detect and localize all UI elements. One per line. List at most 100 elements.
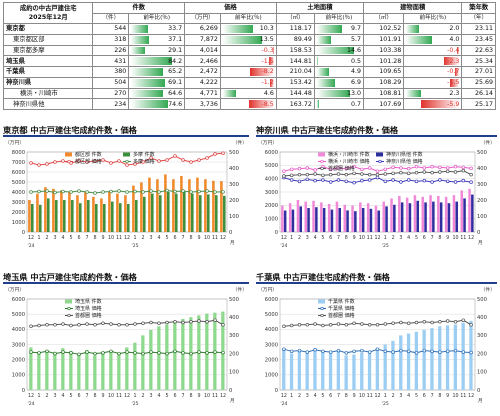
summary-table-body: 東京都 544 33.7 6,269 10.3 118.17 9.7 102.52 2.0 23.…: [2, 23, 496, 110]
line-point: [305, 166, 310, 170]
yoy-bar: [454, 68, 460, 76]
line-point: [117, 189, 121, 193]
line-point: [336, 348, 341, 353]
bar: [382, 201, 385, 232]
line-point: [328, 350, 333, 354]
bar: [406, 333, 411, 390]
line-point: [430, 349, 434, 354]
line-point: [367, 350, 372, 354]
table-row: 東京都多摩 226 29.1 4,014 -0.3 158.53 14.6 103.38 -0.…: [2, 44, 496, 57]
line-point: [69, 323, 73, 328]
line-point: [101, 190, 105, 194]
line-point: [37, 323, 41, 328]
line-point: [189, 160, 193, 164]
y-right-tick: 300: [477, 182, 487, 188]
line-point: [125, 190, 129, 194]
line-point: [117, 323, 121, 327]
bar: [468, 188, 471, 232]
legend-label: 首都圏 価格: [75, 312, 102, 319]
bar: [282, 348, 286, 390]
bar: [76, 195, 79, 232]
line-point: [133, 162, 137, 166]
bar: [390, 198, 393, 232]
bar: [45, 349, 49, 390]
land-yoy: 0.5: [313, 55, 365, 67]
bar: [328, 353, 333, 390]
bar: [327, 204, 331, 232]
x-suffix: 月: [230, 240, 235, 246]
legend-swatch: [318, 152, 325, 157]
line-point: [321, 323, 325, 328]
x-tick: 12: [124, 393, 130, 399]
x-tick: 2: [298, 393, 301, 399]
line-point: [367, 178, 372, 182]
x-tick: 5: [321, 235, 324, 241]
header-count: 件数: [92, 2, 186, 14]
bar: [313, 349, 317, 390]
bar: [108, 192, 111, 232]
bar: [29, 347, 33, 390]
price-yoy: -0.3: [219, 44, 277, 57]
building-yoy: -5.9: [403, 98, 463, 110]
bar: [343, 204, 346, 232]
line-point: [61, 189, 65, 194]
line-point: [93, 351, 97, 356]
line-point: [197, 158, 201, 162]
chart-chiba: （万円） （件） 0 1000 2000 3000 4000 5000 6000 0 100 200 3…: [258, 286, 495, 407]
line-point: [438, 165, 442, 170]
header-price-yoy: 前年比(％): [219, 12, 277, 24]
line-point: [133, 322, 137, 326]
age-value: 25.17: [461, 98, 496, 110]
x-tick: 8: [345, 393, 348, 399]
line-point: [430, 180, 434, 184]
line-point: [360, 167, 364, 172]
bar: [444, 196, 448, 232]
bar: [330, 209, 334, 232]
area-name: 埼玉県: [2, 55, 94, 67]
line-point: [321, 349, 325, 354]
line-point: [406, 171, 411, 176]
y-right-tick: 0: [477, 388, 480, 394]
yoy-bar: [449, 78, 460, 87]
line-point: [305, 172, 310, 177]
y-right-tick: 100: [477, 214, 487, 220]
x-tick: 2: [392, 235, 395, 241]
x-tick: 12: [374, 235, 380, 241]
line-point: [430, 164, 434, 169]
land-yoy: 4.9: [313, 66, 365, 78]
y-right-unit: （件）: [481, 286, 495, 293]
title-rule: [3, 135, 249, 137]
bar: [438, 326, 442, 390]
x-tick: 8: [345, 235, 348, 241]
y-right-tick: 300: [477, 333, 487, 339]
x-tick: 11: [460, 235, 466, 241]
bar: [93, 355, 97, 390]
line-point: [336, 322, 341, 326]
bar: [199, 195, 202, 232]
y-right-tick: 400: [477, 166, 487, 172]
age-value: 23.11: [461, 23, 496, 35]
y-right-tick: 100: [229, 370, 239, 376]
bar: [304, 201, 307, 232]
line-point: [173, 319, 177, 324]
y-left-tick: 3000: [12, 342, 25, 348]
line-point: [69, 190, 73, 194]
x-tick: 1: [384, 235, 387, 241]
bar: [79, 203, 82, 232]
bar: [346, 210, 349, 232]
y-left-tick: 1000: [12, 220, 25, 226]
line-point: [181, 320, 185, 325]
building-yoy: 2.0: [403, 23, 463, 35]
line-point: [422, 166, 427, 170]
table-row: 神奈川県他 234 74.6 3,736 -8.5 163.72 0.7 107.69 -5.9…: [2, 98, 496, 110]
area-name: 千葉県: [2, 66, 94, 78]
bar: [445, 325, 450, 390]
bar: [437, 196, 440, 232]
count-value: 318: [92, 33, 130, 46]
line-point: [321, 178, 325, 182]
header-age: 築年数: [461, 2, 496, 14]
x-tick: 12: [28, 235, 34, 241]
bar: [369, 208, 373, 232]
y-right-tick: 0: [477, 230, 480, 236]
line-point: [367, 166, 372, 170]
